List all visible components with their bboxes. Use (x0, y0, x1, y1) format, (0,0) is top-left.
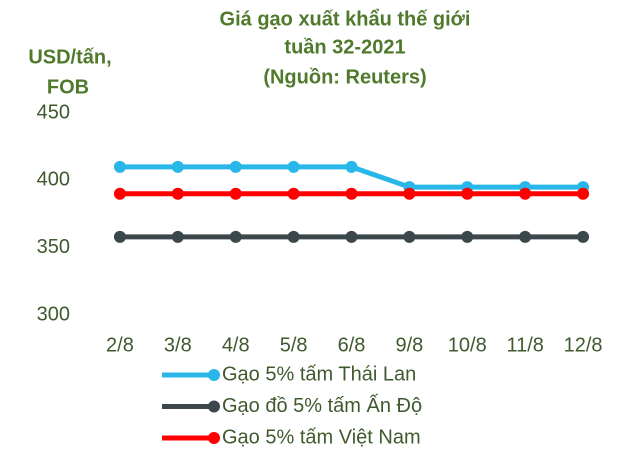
data-point (229, 230, 242, 243)
data-point (403, 230, 416, 243)
x-tick-label: 9/8 (395, 334, 423, 356)
data-point (171, 160, 184, 173)
x-tick-label: 2/8 (106, 334, 134, 356)
data-point (171, 230, 184, 243)
data-point (577, 230, 590, 243)
data-point (403, 187, 416, 200)
y-tick-label: 400 (37, 169, 70, 191)
x-tick-label: 12/8 (564, 334, 603, 356)
x-tick-label: 11/8 (506, 334, 543, 356)
data-point (229, 160, 242, 173)
legend-marker (208, 432, 220, 444)
chart-title: tuần 32-2021 (284, 36, 405, 58)
y-tick-label: 450 (37, 101, 70, 123)
legend-label: Gạo 5% tấm Thái Lan (222, 363, 416, 385)
y-tick-label: 300 (37, 303, 70, 325)
data-point (113, 187, 126, 200)
y-tick-label: 350 (37, 236, 70, 258)
data-point (287, 187, 300, 200)
y-axis-label: FOB (47, 76, 89, 98)
x-tick-label: 10/8 (448, 334, 487, 356)
data-point (461, 230, 474, 243)
data-point (519, 187, 532, 200)
legend-label: Gạo đồ 5% tấm Ấn Độ (222, 394, 422, 417)
data-point (519, 230, 532, 243)
x-tick-label: 6/8 (338, 334, 366, 356)
x-tick-label: 4/8 (222, 334, 250, 356)
data-point (229, 187, 242, 200)
data-point (287, 160, 300, 173)
data-point (171, 187, 184, 200)
data-point (113, 160, 126, 173)
x-tick-label: 3/8 (164, 334, 192, 356)
data-point (287, 230, 300, 243)
data-point (345, 160, 358, 173)
y-axis-label: USD/tấn, (28, 46, 111, 68)
x-tick-label: 5/8 (280, 334, 308, 356)
data-point (461, 187, 474, 200)
chart-title: (Nguồn: Reuters) (263, 66, 426, 88)
data-point (345, 230, 358, 243)
data-point (113, 230, 126, 243)
legend-label: Gạo 5% tấm Việt Nam (222, 426, 421, 448)
legend-marker (208, 400, 220, 413)
data-point (577, 187, 590, 200)
data-point (345, 187, 358, 200)
chart-title: Giá gạo xuất khẩu thế giới (220, 8, 471, 30)
legend-marker (208, 369, 220, 381)
